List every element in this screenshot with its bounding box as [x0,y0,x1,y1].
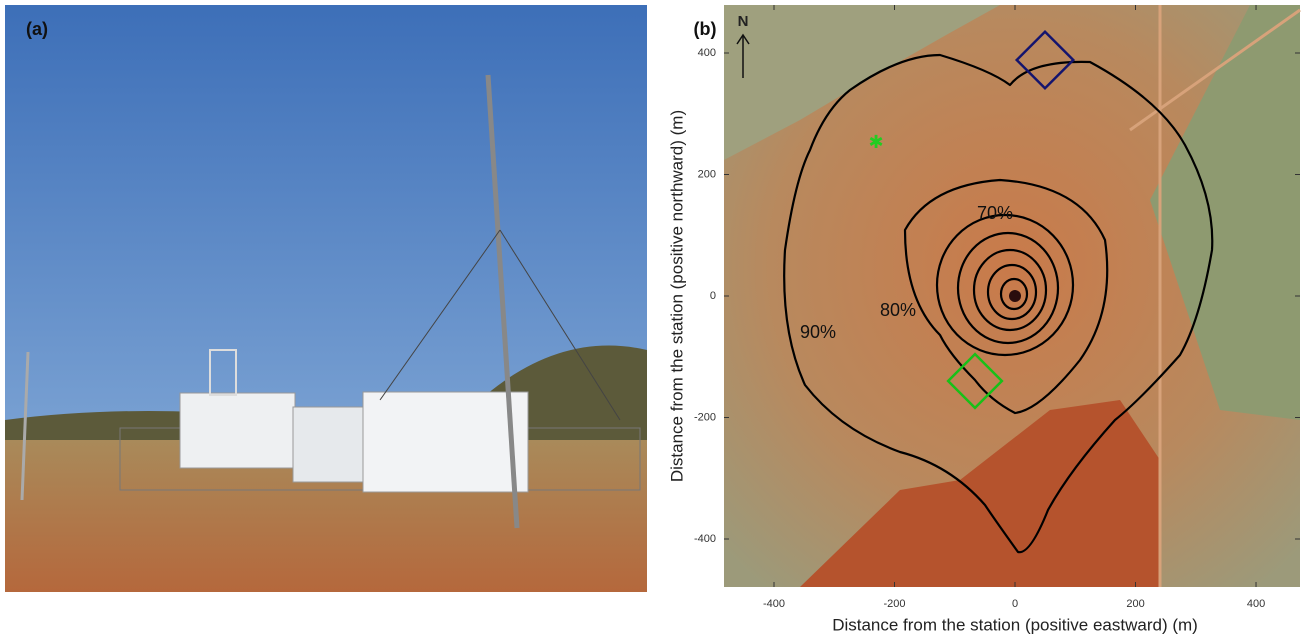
figure: (a) ✱ 70% 80% 90% N (b) Distance from th… [0,0,1306,638]
panel-label: (b) [694,19,717,39]
contour-label: 90% [800,322,836,342]
map: ✱ 70% 80% 90% N (b) Distance from the st… [667,5,1300,634]
page: { "panel_a": {"label": "(a)"}, "panel_b"… [0,0,1306,638]
y-tick-label: 400 [698,47,716,59]
north-label: N [738,13,749,30]
contour-label: 80% [880,300,916,320]
x-tick-label: -200 [883,598,905,610]
contour-label: 70% [977,203,1013,223]
y-tick-label: 200 [698,168,716,180]
photo: (a) [5,5,647,592]
y-axis-label: Distance from the station (positive nort… [667,110,686,482]
y-tick-label: -400 [694,533,716,545]
container [293,407,363,482]
container [363,392,528,492]
y-tick-label: -200 [694,411,716,423]
site-star: ✱ [868,132,883,152]
x-tick-label: 400 [1247,598,1265,610]
x-tick-label: -400 [763,598,785,610]
station [1009,290,1021,302]
container [180,393,295,468]
panel-label: (a) [26,19,48,39]
x-tick-label: 200 [1126,598,1144,610]
y-tick-label: 0 [710,290,716,302]
x-tick-label: 0 [1012,598,1018,610]
x-axis-label: Distance from the station (positive east… [832,615,1198,634]
